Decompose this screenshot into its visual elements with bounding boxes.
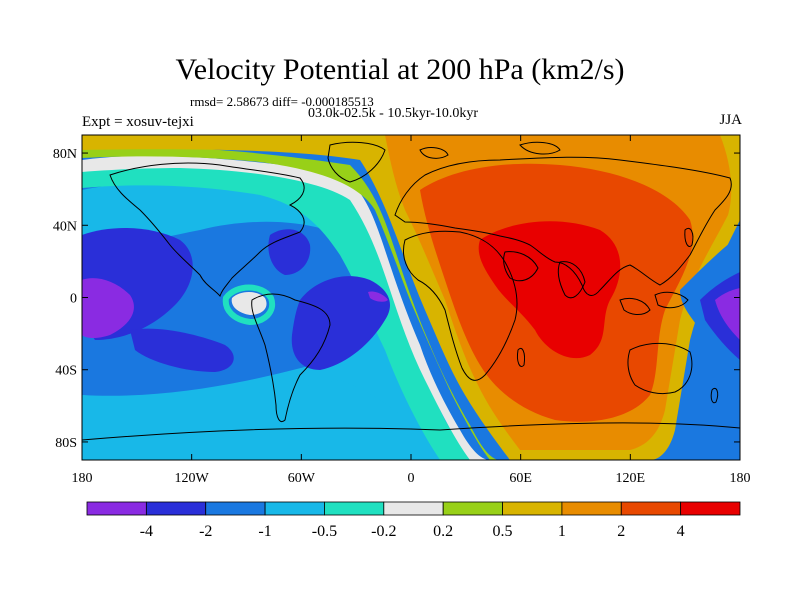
colorbar-swatch — [264, 501, 325, 516]
x-axis: 180 120W 60W 0 60E 120E 180 — [72, 135, 751, 486]
season-label: JJA — [719, 112, 742, 128]
y-tick-label: 80N — [53, 147, 77, 162]
colorbar-label: 0.5 — [493, 523, 513, 540]
colorbar: -4 -2 -1 -0.5 -0.2 0.2 0.5 1 2 4 — [86, 501, 741, 540]
colorbar-swatch — [86, 501, 147, 516]
colorbar-label: -0.2 — [371, 523, 396, 540]
colorbar-swatch — [442, 501, 503, 516]
colorbar-swatch — [680, 501, 741, 516]
x-tick-label: 60W — [288, 471, 316, 486]
coastlines — [82, 141, 740, 441]
contour-epac-violet — [82, 278, 134, 339]
plot-title: Velocity Potential at 200 hPa (km2/s) — [175, 53, 625, 86]
colorbar-swatch — [620, 501, 682, 516]
contour-wpac-violet — [715, 288, 740, 340]
contour-red-core — [478, 221, 621, 359]
colorbar-label: -0.5 — [312, 523, 337, 540]
contour-neutral-patch — [231, 292, 267, 315]
experiment-label: Expt = xosuv-tejxi — [82, 114, 194, 130]
y-tick-label: 0 — [70, 292, 77, 307]
colorbar-label: -2 — [199, 523, 212, 540]
contour-patch-ring — [222, 284, 276, 326]
x-tick-label: 60E — [509, 471, 532, 486]
contour-spac-darkblue — [130, 328, 234, 372]
colorbar-label: 4 — [677, 523, 685, 540]
x-tick-label: 180 — [72, 471, 93, 486]
x-tick-label: 120E — [616, 471, 646, 486]
contour-satl-darkblue — [291, 276, 390, 370]
colorbar-label: 2 — [617, 523, 625, 540]
colorbar-swatch — [561, 501, 622, 516]
colorbar-label: 1 — [558, 523, 566, 540]
colorbar-label: 0.2 — [433, 523, 453, 540]
colorbar-label: -1 — [258, 523, 271, 540]
contour-field — [82, 135, 740, 460]
colorbar-swatch — [383, 501, 444, 516]
y-tick-label: 40N — [53, 219, 77, 234]
contour-southern-ocean — [82, 380, 440, 460]
stats-line: rmsd= 2.58673 diff= -0.000185513 — [190, 94, 374, 109]
x-tick-label: 0 — [408, 471, 415, 486]
x-tick-label: 180 — [730, 471, 751, 486]
colorbar-label: -4 — [140, 523, 153, 540]
period-label: 03.0k-02.5k - 10.5kyr-10.0kyr — [308, 106, 479, 121]
y-tick-label: 80S — [55, 436, 77, 451]
colorbar-swatch — [145, 501, 207, 516]
colorbar-swatch — [205, 501, 266, 516]
x-tick-label: 120W — [175, 471, 210, 486]
contour-satl-violet — [368, 291, 388, 302]
colorbar-swatch — [502, 501, 563, 516]
y-tick-label: 40S — [55, 364, 77, 379]
colorbar-swatch — [324, 501, 385, 516]
y-axis: 80N 40N 0 40S 80S — [53, 147, 740, 451]
